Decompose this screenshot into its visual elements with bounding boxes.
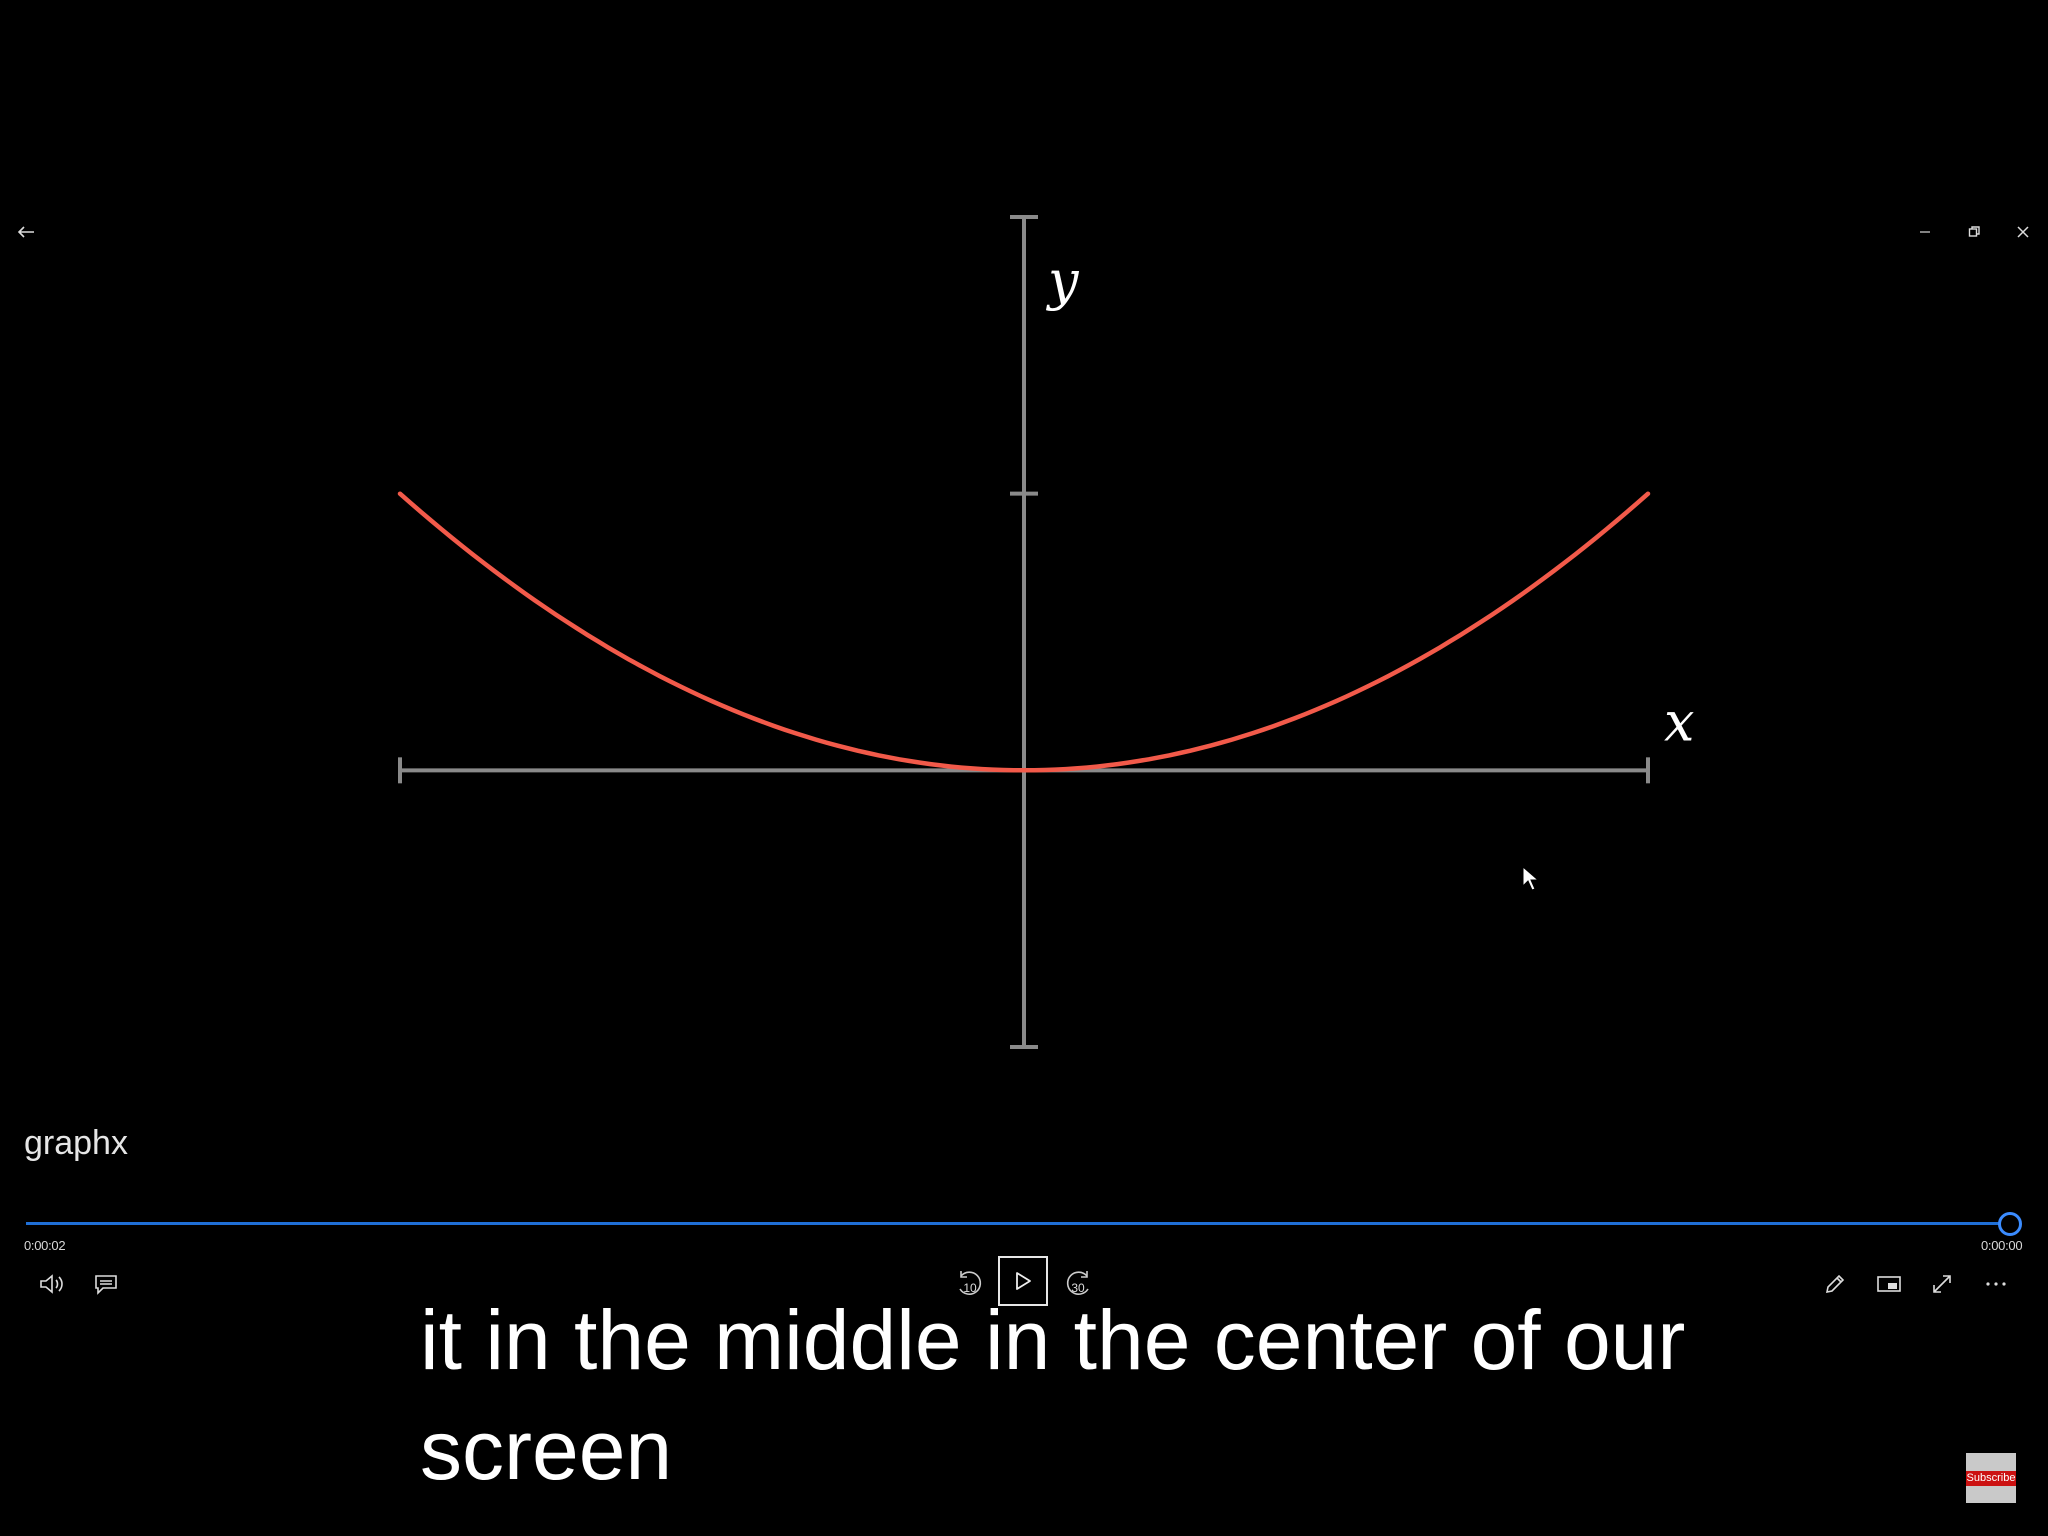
mouse-cursor-icon — [1522, 865, 1540, 891]
more-options-button[interactable] — [1976, 1264, 2016, 1304]
skip-back-button[interactable]: 10 — [950, 1264, 990, 1304]
fullscreen-icon — [1933, 1275, 1951, 1293]
mini-view-button[interactable] — [1869, 1264, 1909, 1304]
skip-forward-icon: 30 — [1066, 1271, 1089, 1295]
pencil-icon — [1825, 1274, 1845, 1294]
elapsed-time: 0:00:02 — [24, 1238, 66, 1253]
arrow-left-icon — [17, 226, 34, 238]
video-title: graphx — [24, 1124, 128, 1162]
seek-bar[interactable] — [26, 1212, 2022, 1236]
subscribe-label: Subscribe — [1965, 1470, 2017, 1486]
parabola-curve — [397, 491, 1651, 773]
back-button[interactable] — [12, 222, 40, 242]
seek-thumb[interactable] — [1998, 1212, 2022, 1236]
skip-back-icon: 10 — [959, 1271, 982, 1295]
play-button[interactable] — [998, 1256, 1048, 1306]
restore-button[interactable] — [1960, 222, 1988, 242]
mini-view-icon — [1877, 1276, 1901, 1292]
volume-icon — [40, 1274, 63, 1294]
close-icon — [2017, 226, 2029, 238]
axes — [398, 215, 1650, 1049]
restore-icon — [1968, 226, 1980, 237]
seek-progress — [26, 1222, 2011, 1225]
volume-button[interactable] — [32, 1264, 72, 1304]
y-axis-label: y — [1046, 249, 1080, 312]
edit-button[interactable] — [1815, 1264, 1855, 1304]
remaining-time: 0:00:00 — [1981, 1238, 2023, 1253]
captions-icon — [95, 1275, 117, 1295]
skip-forward-label: 30 — [1071, 1281, 1085, 1295]
subscribe-button[interactable]: Subscribe — [1965, 1453, 2017, 1503]
fullscreen-button[interactable] — [1922, 1264, 1962, 1304]
subtitle-caption: it in the middle in the center of our sc… — [420, 1293, 1686, 1497]
close-button[interactable] — [2009, 222, 2037, 242]
x-axis-label: x — [1664, 690, 1694, 753]
minimize-button[interactable] — [1911, 222, 1939, 242]
skip-back-label: 10 — [963, 1281, 977, 1295]
captions-button[interactable] — [86, 1264, 126, 1304]
skip-forward-button[interactable]: 30 — [1058, 1264, 1098, 1304]
more-icon — [1986, 1282, 2006, 1286]
play-icon — [1016, 1272, 1031, 1290]
minimize-icon — [1920, 231, 1930, 233]
